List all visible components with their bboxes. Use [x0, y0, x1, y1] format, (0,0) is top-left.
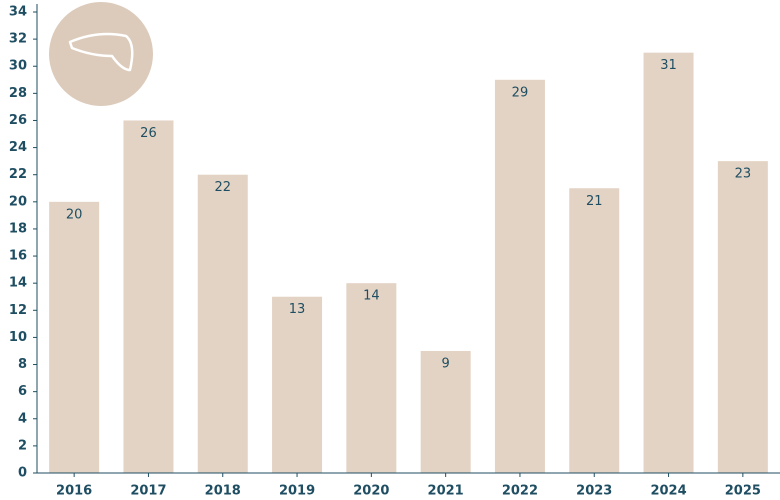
y-tick-label: 30	[9, 59, 27, 74]
icon	[49, 2, 153, 106]
value-label: 14	[363, 289, 380, 304]
x-tick-label: 2021	[428, 484, 464, 499]
value-label: 26	[140, 126, 157, 141]
y-tick-label: 12	[9, 303, 27, 318]
value-label: 20	[66, 207, 83, 222]
y-tick-label: 4	[18, 411, 27, 426]
y-tick-label: 10	[9, 330, 27, 345]
y-tick-label: 2	[18, 438, 27, 453]
bar	[197, 174, 248, 474]
y-tick-label: 18	[9, 221, 27, 236]
bar	[123, 120, 174, 474]
bar	[643, 52, 694, 473]
x-tick-label: 2022	[502, 484, 538, 499]
x-tick-label: 2020	[353, 484, 389, 499]
bar	[717, 161, 768, 473]
y-tick-label: 28	[9, 86, 27, 101]
y-tick-label: 26	[9, 113, 27, 128]
bar	[420, 350, 471, 473]
value-label: 22	[214, 180, 231, 195]
y-tick-label: 16	[9, 249, 27, 264]
y-tick-label: 32	[9, 32, 27, 47]
value-label: 13	[289, 302, 306, 317]
x-tick-label: 2017	[130, 484, 166, 499]
x-tick-label: 2023	[576, 484, 612, 499]
y-tick-label: 20	[9, 194, 27, 209]
value-label: 23	[735, 167, 752, 182]
value-label: 21	[586, 194, 603, 209]
y-tick-label: 22	[9, 167, 27, 182]
bar	[272, 296, 323, 473]
bar	[569, 188, 620, 473]
bar	[346, 283, 397, 473]
y-tick-label: 34	[9, 5, 27, 20]
x-tick-label: 2016	[56, 484, 92, 499]
x-tick-label: 2025	[725, 484, 761, 499]
y-tick-label: 8	[18, 357, 27, 372]
x-tick-label: 2024	[650, 484, 686, 499]
y-tick-label: 0	[18, 466, 27, 481]
value-label: 9	[442, 356, 450, 371]
bar	[494, 79, 545, 473]
y-tick-label: 24	[9, 140, 27, 155]
bar	[49, 201, 100, 473]
y-tick-label: 6	[18, 384, 27, 399]
y-tick-label: 14	[9, 276, 27, 291]
x-tick-label: 2018	[205, 484, 241, 499]
x-tick-label: 2019	[279, 484, 315, 499]
value-label: 29	[512, 85, 529, 100]
value-label: 31	[660, 58, 677, 73]
